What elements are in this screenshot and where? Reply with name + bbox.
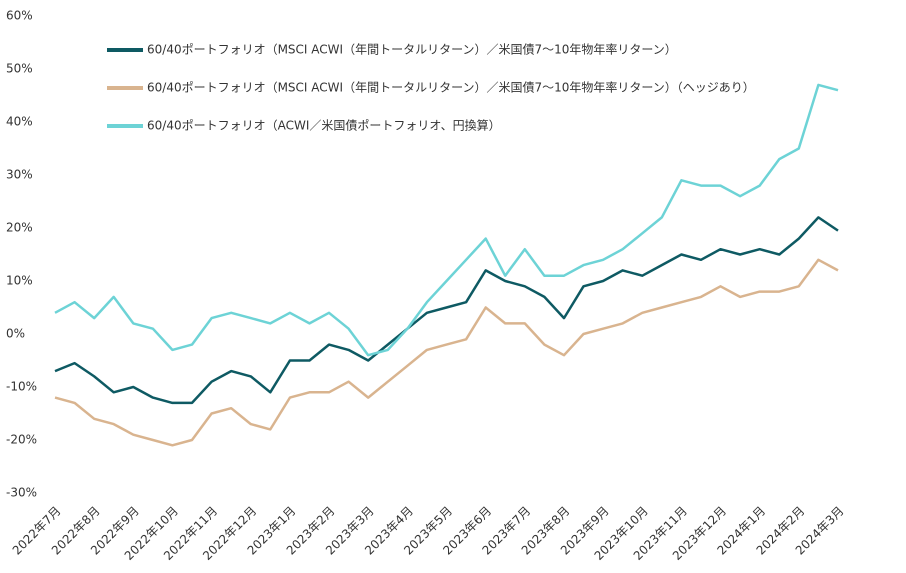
series-line [54, 83, 839, 357]
legend-label: 60/40ポートフォリオ（MSCI ACWI（年間トータルリターン）／米国債7～… [147, 42, 677, 57]
y-tick-label: 20% [6, 221, 33, 235]
y-tick-label: 10% [6, 274, 33, 288]
y-tick-label: 60% [6, 9, 33, 23]
y-tick-label: 40% [6, 115, 33, 129]
y-tick-label: -10% [6, 380, 37, 394]
legend-label: 60/40ポートフォリオ（ACWI／米国債ポートフォリオ、円換算） [147, 118, 501, 133]
y-tick-label: 30% [6, 168, 33, 182]
y-tick-label: 0% [6, 327, 25, 341]
y-tick-label: 50% [6, 62, 33, 76]
y-tick-label: -30% [6, 486, 37, 500]
series-line [54, 258, 839, 447]
y-tick-label: -20% [6, 433, 37, 447]
series-line [54, 216, 839, 405]
legend-label: 60/40ポートフォリオ（MSCI ACWI（年間トータルリターン）／米国債7～… [147, 80, 755, 95]
